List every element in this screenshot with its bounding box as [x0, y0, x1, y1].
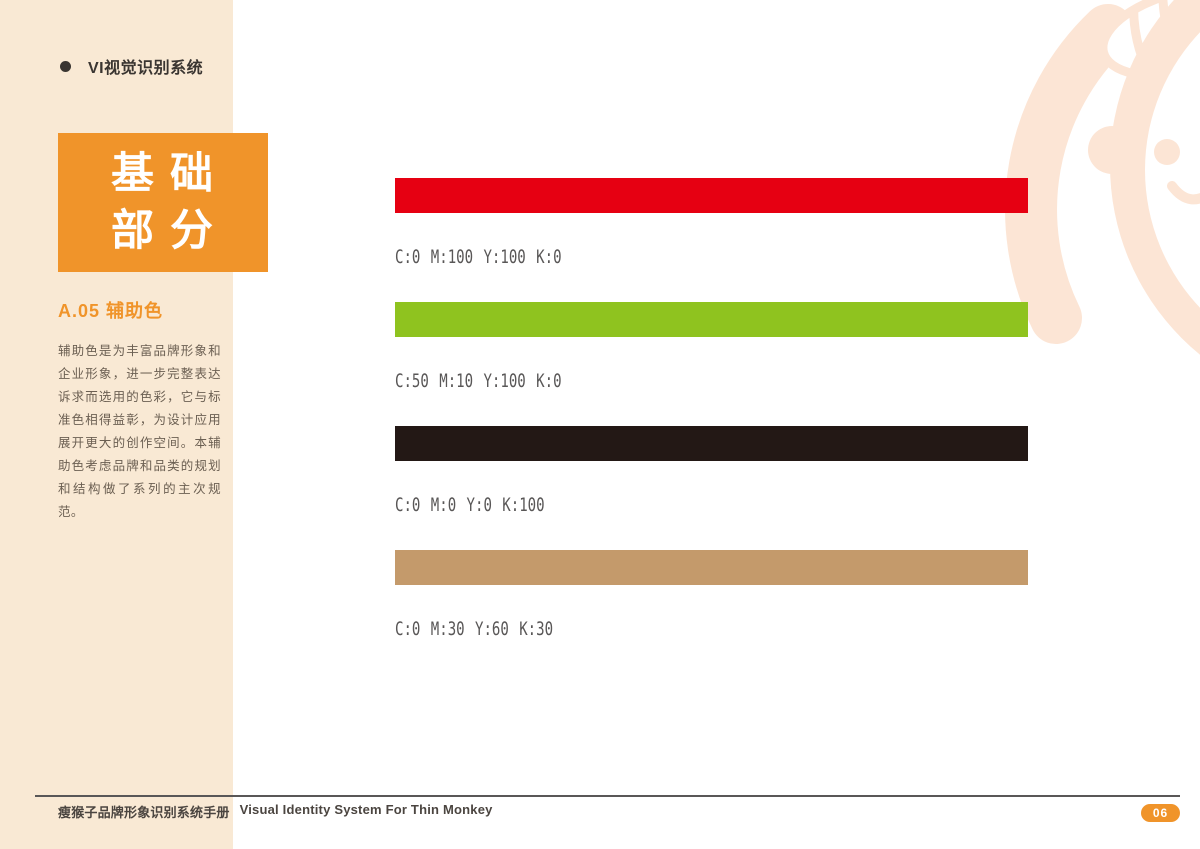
page-number-badge: 06 — [1141, 804, 1180, 822]
color-swatch: C:0 M:100 Y:100 K:0 — [395, 178, 1028, 302]
cmyk-label: C:0 M:30 Y:60 K:30 — [395, 618, 863, 640]
monkey-head — [1110, 0, 1200, 355]
monkey-face — [1145, 32, 1200, 308]
cmyk-magenta-value: M:30 — [430, 618, 465, 640]
cmyk-yellow-value: Y:100 — [483, 370, 526, 392]
footer-caption: 瘦猴子品牌形象识别系统手册 Visual Identity System For… — [58, 802, 493, 821]
cmyk-magenta-value: M:100 — [430, 246, 474, 268]
cmyk-black-value: K:100 — [502, 494, 545, 516]
color-swatch: C:0 M:0 Y:0 K:100 — [395, 426, 1028, 550]
color-bar — [395, 426, 1028, 461]
footer-caption-cn: 瘦猴子品牌形象识别系统手册 — [58, 805, 230, 820]
section-title-line1: 基 础 — [111, 149, 215, 198]
cmyk-magenta-value: M:10 — [439, 370, 474, 392]
cmyk-black-value: K:0 — [536, 246, 562, 268]
monkey-eye — [1154, 139, 1180, 165]
cmyk-cyan-value: C:50 — [395, 370, 429, 392]
cmyk-magenta-value: M:0 — [430, 494, 457, 516]
section-title-line2: 部 分 — [111, 206, 215, 255]
color-bar — [395, 178, 1028, 213]
cmyk-cyan-value: C:0 — [395, 618, 421, 640]
monkey-ear — [1088, 126, 1136, 174]
color-bar — [395, 302, 1028, 337]
footer-divider — [35, 795, 1180, 797]
vi-system-title: VI视觉识别系统 — [88, 60, 204, 77]
color-bar — [395, 550, 1028, 585]
monkey-smile — [1167, 181, 1200, 205]
color-swatch-list: C:0 M:100 Y:100 K:0 C:50 M:10 Y:100 K:0 … — [395, 178, 1028, 674]
cmyk-yellow-value: Y:60 — [474, 618, 509, 640]
banana-leaf-icon — [1098, 0, 1200, 81]
intro-paragraph: 辅助色是为丰富品牌形象和企业形象，进一步完整表达诉求而选用的色彩，它与标准色相得… — [58, 344, 221, 519]
cmyk-black-value: K:30 — [519, 618, 554, 640]
footer-caption-en: Visual Identity System For Thin Monkey — [239, 802, 493, 817]
cmyk-cyan-value: C:0 — [395, 494, 421, 516]
cmyk-yellow-value: Y:0 — [466, 494, 492, 516]
section-heading: A.05 辅助色 — [58, 301, 164, 321]
color-swatch: C:50 M:10 Y:100 K:0 — [395, 302, 1028, 426]
monkey-outline-arc — [1005, 4, 1134, 344]
cmyk-label: C:0 M:0 Y:0 K:100 — [395, 494, 863, 516]
header-row: VI视觉识别系统 — [60, 54, 203, 78]
color-swatch: C:0 M:30 Y:60 K:30 — [395, 550, 1028, 674]
cmyk-label: C:50 M:10 Y:100 K:0 — [395, 370, 863, 392]
cmyk-cyan-value: C:0 — [395, 246, 421, 268]
cmyk-label: C:0 M:100 Y:100 K:0 — [395, 246, 863, 268]
cmyk-yellow-value: Y:100 — [483, 246, 526, 268]
section-title-box: 基 础 部 分 — [58, 133, 268, 272]
bullet-icon — [60, 60, 71, 72]
cmyk-black-value: K:0 — [536, 370, 562, 392]
